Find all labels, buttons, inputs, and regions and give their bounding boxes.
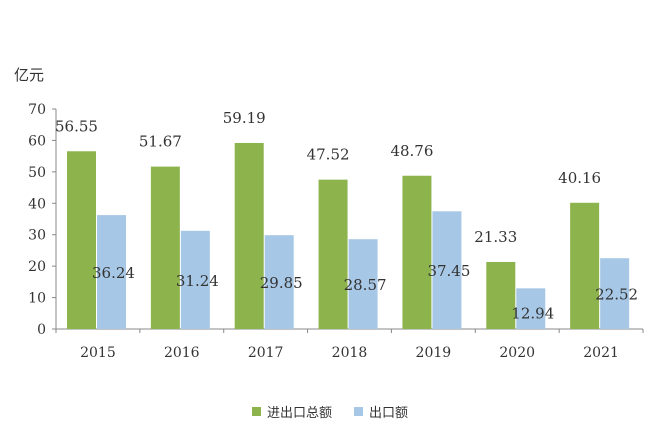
data-label-total: 51.67 — [139, 133, 182, 151]
y-tick-label: 60 — [28, 133, 46, 149]
bar-chart: 0 10 20 30 40 50 60 70 56.55 36.24 2015 51.67 31.24 2… — [28, 102, 644, 361]
bar-total — [570, 202, 600, 329]
bar-total — [150, 166, 180, 329]
legend-swatch-total — [251, 407, 261, 416]
data-label-total: 56.55 — [55, 117, 98, 135]
bar-total — [402, 175, 432, 329]
y-tick-label: 70 — [28, 102, 46, 118]
y-axis-unit-label: 亿元 — [14, 66, 45, 84]
data-label-export: 29.85 — [260, 274, 303, 292]
legend-item-total: 进出口总额 — [251, 402, 332, 421]
bar-export — [264, 235, 294, 329]
bar-total — [234, 142, 264, 329]
x-tick-label: 2021 — [583, 345, 619, 361]
data-label-export: 37.45 — [427, 262, 470, 280]
data-label-export: 28.57 — [344, 276, 387, 294]
data-label-total: 21.33 — [474, 228, 517, 246]
bar-export — [180, 230, 210, 329]
data-label-export: 12.94 — [511, 304, 554, 322]
y-tick-label: 40 — [28, 196, 46, 212]
bar-total — [67, 151, 96, 329]
legend-swatch-export — [354, 407, 363, 416]
data-label-total: 59.19 — [223, 109, 266, 127]
y-tick-label: 10 — [28, 291, 46, 307]
y-tick-label: 50 — [28, 165, 46, 181]
legend-item-export: 出口额 — [354, 402, 408, 421]
bar-export — [600, 258, 630, 329]
bar-export — [516, 288, 546, 329]
data-label-total: 48.76 — [390, 142, 433, 160]
legend-label-total: 进出口总额 — [266, 406, 332, 421]
legend: 进出口总额 出口额 — [0, 402, 660, 421]
bar-export — [432, 211, 462, 329]
bar-total — [486, 261, 516, 329]
x-tick-label: 2020 — [499, 345, 535, 361]
y-tick-label: 0 — [37, 322, 46, 338]
data-label-total: 47.52 — [307, 146, 350, 164]
x-tick-label: 2016 — [164, 345, 200, 361]
x-tick-label: 2015 — [80, 345, 116, 361]
y-tick-label: 30 — [28, 228, 46, 244]
data-label-export: 31.24 — [176, 272, 219, 290]
bar-export — [348, 239, 378, 329]
data-label-total: 40.16 — [558, 169, 601, 187]
x-tick-label: 2017 — [248, 345, 284, 361]
bar-total — [318, 179, 348, 329]
data-label-export: 22.52 — [595, 286, 638, 304]
legend-label-export: 出口额 — [369, 406, 409, 421]
bar-export — [97, 215, 126, 329]
x-tick-label: 2019 — [416, 345, 452, 361]
y-tick-label: 20 — [28, 259, 46, 275]
data-label-export: 36.24 — [92, 264, 135, 282]
x-tick-label: 2018 — [332, 345, 368, 361]
